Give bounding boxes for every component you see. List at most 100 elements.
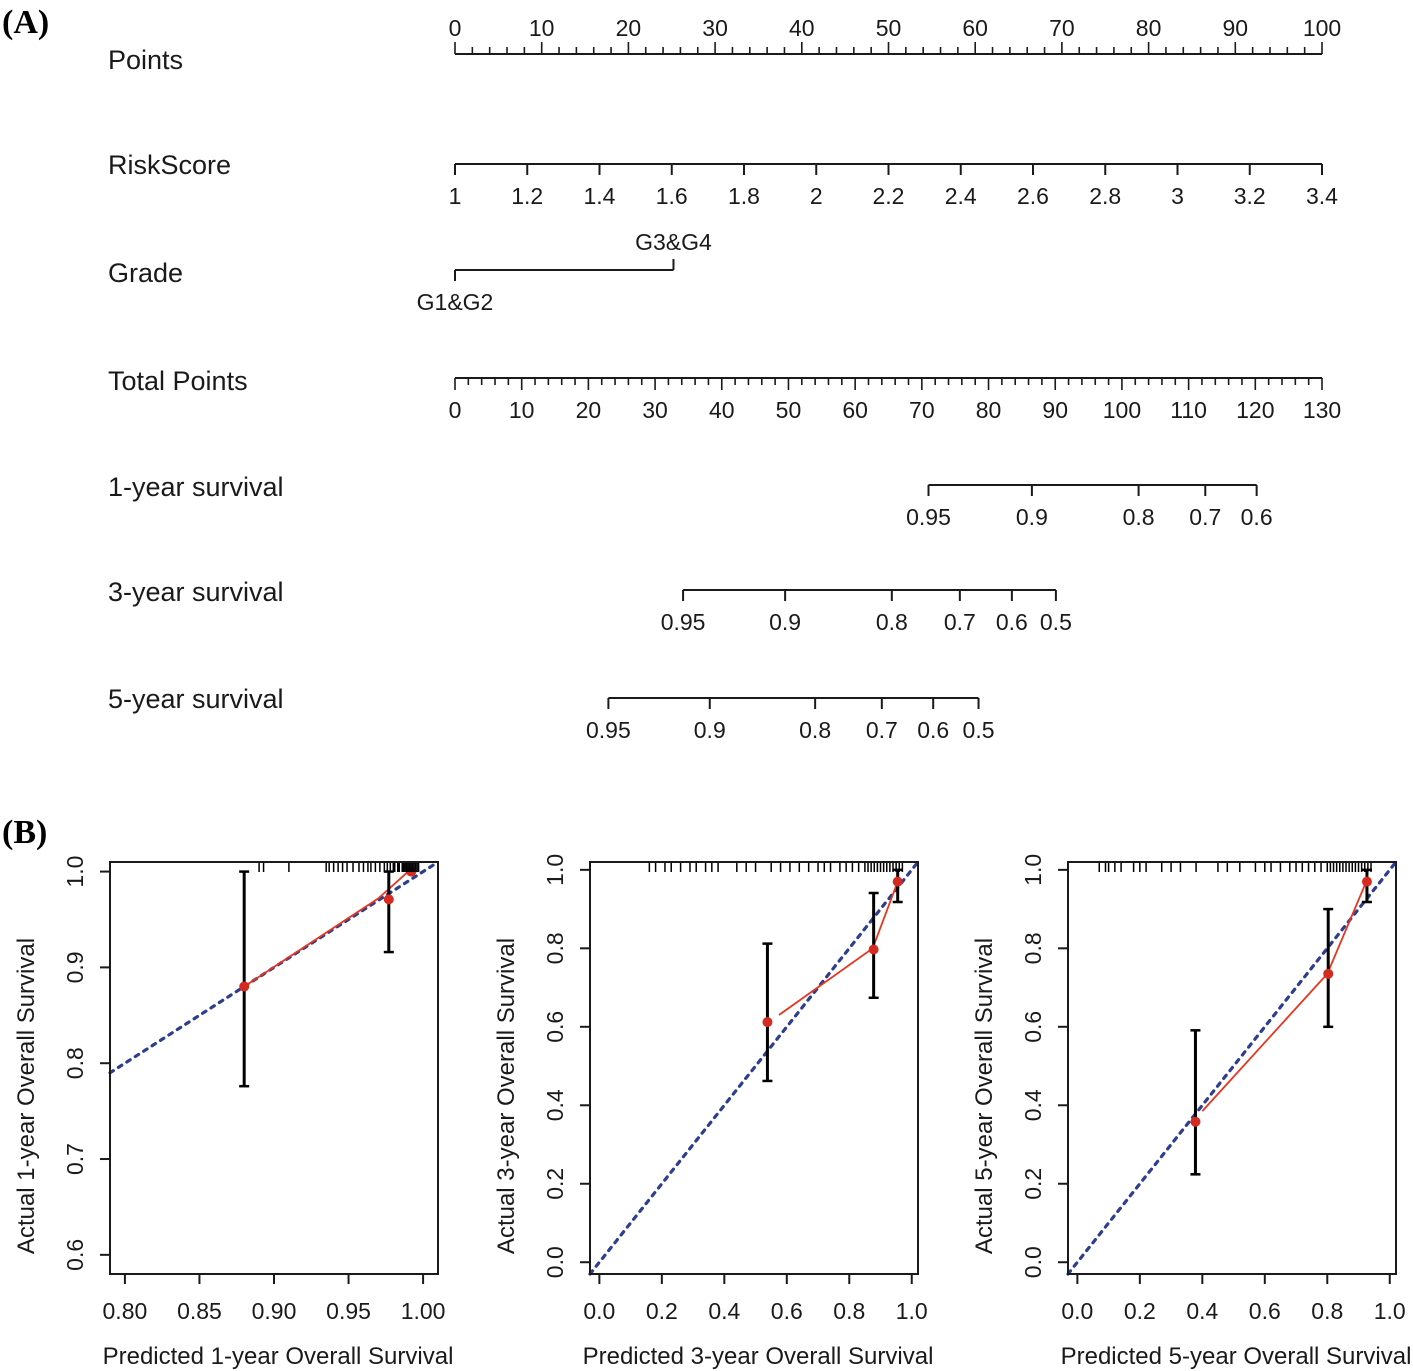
tick-label: 50 — [776, 397, 802, 423]
tick-label: 0.7 — [866, 717, 898, 743]
tick-label: 100 — [1103, 397, 1141, 423]
calibration-point — [383, 894, 394, 905]
y-tick-label: 1.0 — [1020, 854, 1046, 886]
x-tick-label: 0.8 — [833, 1298, 865, 1324]
y-tick-label: 0.6 — [542, 1011, 568, 1043]
tick-label: 0.6 — [996, 609, 1028, 635]
y-tick-label: 0.4 — [1020, 1089, 1046, 1121]
y-tick-label: 1.0 — [542, 854, 568, 886]
tick-label: 0.6 — [917, 717, 949, 743]
observed-calibration-line — [778, 881, 899, 1016]
tick-label: 2.2 — [873, 183, 905, 209]
row-label-grade: Grade — [108, 258, 183, 288]
tick-label: 100 — [1303, 15, 1341, 41]
tick-label: 0.95 — [906, 504, 951, 530]
panel-b-letter: (B) — [2, 814, 47, 851]
ideal-reference-line — [588, 860, 920, 1276]
y-tick-label: 0.8 — [542, 932, 568, 964]
y-axis-title: Actual 5-year Overall Survival — [971, 938, 998, 1254]
nomogram-row-points: Points 0 10 20 30 40 50 60 70 80 90 100 — [108, 15, 1341, 75]
tick-label: 0 — [449, 397, 462, 423]
tick-label: 60 — [962, 15, 988, 41]
ideal-reference-line — [1066, 860, 1398, 1276]
tick-label: 0.6 — [1241, 504, 1273, 530]
tick-label: 0.9 — [769, 609, 801, 635]
tick-label: 0.9 — [1016, 504, 1048, 530]
tick-label: 0.8 — [876, 609, 908, 635]
row-label-riskscore: RiskScore — [108, 150, 231, 180]
tick-label: 0.95 — [661, 609, 706, 635]
calibration-plot-2: 0.0 0.2 0.4 0.6 0.8 1.0 0.0 0.2 0.4 0.6 0.8 1.0 Pred… — [493, 854, 933, 1370]
y-tick-label: 0.4 — [542, 1089, 568, 1121]
error-bar — [1190, 1029, 1201, 1176]
y-tick-label: 0.2 — [1020, 1168, 1046, 1200]
y-axis-title: Actual 1-year Overall Survival — [13, 938, 40, 1254]
tick-label: 90 — [1223, 15, 1249, 41]
y-tick-label: 0.6 — [1020, 1011, 1046, 1043]
x-tick-label: 0.4 — [708, 1298, 740, 1324]
x-tick-label: 0.0 — [583, 1298, 615, 1324]
calibration-panels: 0.80 0.85 0.90 0.95 1.00 0.6 0.7 0.8 0.9 1.0 Predi… — [13, 854, 1411, 1370]
tick-label: 0.95 — [586, 717, 631, 743]
calibration-point — [892, 876, 903, 887]
tick-label: 30 — [702, 15, 728, 41]
row-label-surv3: 3-year survival — [108, 577, 284, 607]
x-tick-label: 0.6 — [1249, 1298, 1281, 1324]
tick-label: 3.2 — [1234, 183, 1266, 209]
row-label-points: Points — [108, 45, 183, 75]
tick-label: 2.8 — [1089, 183, 1121, 209]
tick-label: 3.4 — [1306, 183, 1338, 209]
row-label-total: Total Points — [108, 366, 248, 396]
tick-label: 40 — [709, 397, 735, 423]
y-tick-label: 0.8 — [1020, 932, 1046, 964]
nomogram-row-riskscore: RiskScore 1 1.2 1.4 1.6 1.8 2 2.2 2.4 2.6 2.8 3 3.2 3… — [108, 150, 1338, 209]
tick-label: 60 — [842, 397, 868, 423]
y-tick-label: 1.0 — [62, 856, 88, 888]
tick-label: 80 — [976, 397, 1002, 423]
nomogram-row-surv3: 3-year survival 0.95 0.9 0.8 0.7 0.6 0.5 — [108, 577, 1072, 635]
grade-category-label: G3&G4 — [635, 229, 712, 255]
x-tick-label: 0.4 — [1186, 1298, 1218, 1324]
x-tick-label: 0.85 — [177, 1298, 222, 1324]
tick-label: 0.5 — [1040, 609, 1072, 635]
tick-label: 1.6 — [656, 183, 688, 209]
grade-category-label: G1&G2 — [417, 289, 494, 315]
x-tick-label: 1.00 — [401, 1298, 446, 1324]
tick-label: 70 — [1049, 15, 1075, 41]
x-tick-label: 0.95 — [326, 1298, 371, 1324]
error-bar — [239, 870, 250, 1088]
x-tick-label: 0.6 — [771, 1298, 803, 1324]
nomogram-row-total: Total Points 0 10 20 30 40 50 60 70 80 90 100 110 120… — [108, 366, 1341, 423]
tick-label: 120 — [1236, 397, 1274, 423]
row-label-surv5: 5-year survival — [108, 684, 284, 714]
x-tick-label: 0.2 — [646, 1298, 678, 1324]
x-tick-label: 0.0 — [1061, 1298, 1093, 1324]
tick-label: 0.7 — [1189, 504, 1221, 530]
nomogram-row-surv1: 1-year survival 0.95 0.9 0.8 0.7 0.6 — [108, 472, 1273, 530]
x-axis-title: Predicted 3-year Overall Survival — [583, 1343, 934, 1370]
plot-frame — [589, 861, 919, 1275]
calibration-plot-3: 0.0 0.2 0.4 0.6 0.8 1.0 0.0 0.2 0.4 0.6 0.8 1.0 Pred… — [971, 854, 1411, 1370]
y-tick-label: 0.0 — [1020, 1246, 1046, 1278]
y-tick-label: 0.7 — [62, 1143, 88, 1175]
error-bar — [383, 870, 394, 954]
x-axis-title: Predicted 1-year Overall Survival — [103, 1343, 454, 1370]
x-tick-label: 0.90 — [252, 1298, 297, 1324]
plot-frame — [1067, 861, 1397, 1275]
x-tick-label: 0.8 — [1311, 1298, 1343, 1324]
tick-label: 30 — [642, 397, 668, 423]
tick-label: 0.7 — [944, 609, 976, 635]
tick-label: 2 — [810, 183, 823, 209]
tick-label: 0.8 — [799, 717, 831, 743]
error-bar — [762, 942, 773, 1083]
y-tick-label: 0.8 — [62, 1047, 88, 1079]
tick-label: 50 — [876, 15, 902, 41]
tick-label: 40 — [789, 15, 815, 41]
tick-label: 2.6 — [1017, 183, 1049, 209]
y-tick-label: 0.0 — [542, 1246, 568, 1278]
tick-label: 1.4 — [584, 183, 616, 209]
row-label-surv1: 1-year survival — [108, 472, 284, 502]
nomogram-row-surv5: 5-year survival 0.95 0.9 0.8 0.7 0.6 0.5 — [108, 684, 995, 743]
tick-label: 0.5 — [963, 717, 995, 743]
